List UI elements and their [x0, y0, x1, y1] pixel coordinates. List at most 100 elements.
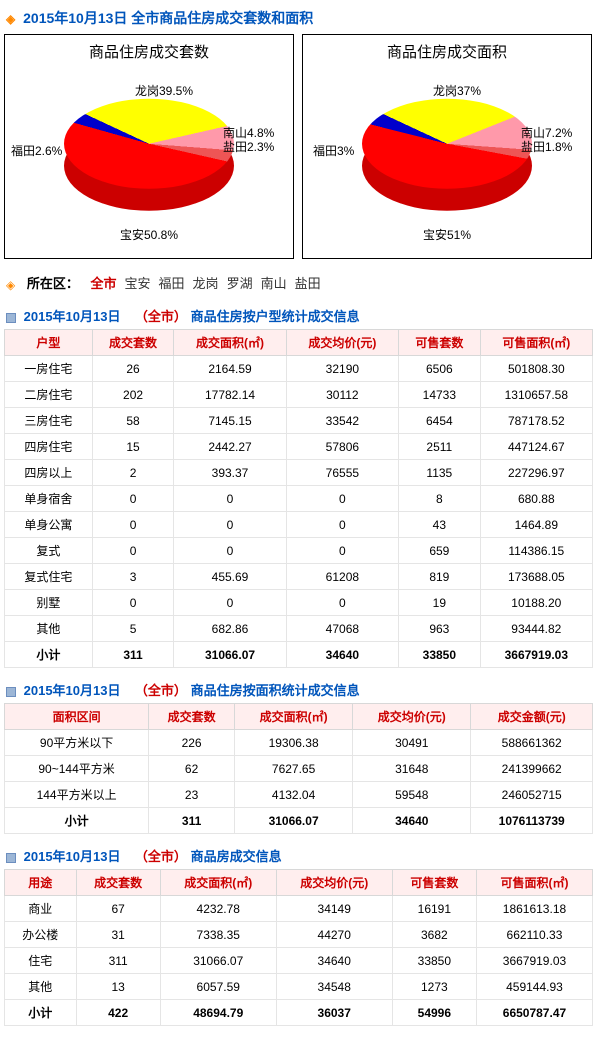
- table-cell: 1310657.58: [480, 382, 592, 408]
- table-row: 三房住宅587145.15335426454787178.52: [5, 408, 593, 434]
- table-cell: 459144.93: [476, 974, 592, 1000]
- table-cell: 33542: [286, 408, 398, 434]
- table-cell: 76555: [286, 460, 398, 486]
- table-cell: 32190: [286, 356, 398, 382]
- table-cell: 0: [92, 538, 174, 564]
- region-item[interactable]: 全市: [91, 276, 117, 291]
- table-header: 成交均价(元): [353, 704, 471, 730]
- table-cell: 0: [174, 538, 286, 564]
- table-cell: 34548: [276, 974, 392, 1000]
- table-row: 商业674232.7834149161911861613.18: [5, 896, 593, 922]
- table-row: 90平方米以下22619306.3830491588661362: [5, 730, 593, 756]
- table-cell: 1464.89: [480, 512, 592, 538]
- table-cell: 四房以上: [5, 460, 93, 486]
- table-row: 其他5682.864706896393444.82: [5, 616, 593, 642]
- section-date: 2015年10月13日: [24, 309, 121, 324]
- chart-slice-label: 福田2.6%: [11, 142, 62, 159]
- table-row: 住宅31131066.0734640338503667919.03: [5, 948, 593, 974]
- table-row: 办公楼317338.35442703682662110.33: [5, 922, 593, 948]
- table-row: 复式住宅3455.6961208819173688.05: [5, 564, 593, 590]
- table-by-type: 户型成交套数成交面积(㎡)成交均价(元)可售套数可售面积(㎡)一房住宅26216…: [4, 329, 593, 668]
- chart-area: 龙岗37%南山7.2%盐田1.8%宝安51%福田3%: [303, 64, 591, 249]
- table-cell: 3: [92, 564, 174, 590]
- section-date: 2015年10月13日: [24, 683, 121, 698]
- table-cell: 682.86: [174, 616, 286, 642]
- table-cell: 31066.07: [235, 808, 353, 834]
- table-cell: 19: [399, 590, 481, 616]
- chart-count: 商品住房成交套数 龙岗39.5%南山4.8%盐田2.3%宝安50.8%福田2.6…: [4, 34, 294, 259]
- table-cell: 住宅: [5, 948, 77, 974]
- table-cell: 67: [76, 896, 160, 922]
- table-cell: 1076113739: [471, 808, 593, 834]
- region-item[interactable]: 盐田: [295, 276, 321, 291]
- table-cell: 43: [399, 512, 481, 538]
- table-cell: 173688.05: [480, 564, 592, 590]
- table-cell: 4232.78: [160, 896, 276, 922]
- table-cell: 59548: [353, 782, 471, 808]
- table-total-row: 小计31131066.07346401076113739: [5, 808, 593, 834]
- table-cell: 447124.67: [480, 434, 592, 460]
- table-cell: 5: [92, 616, 174, 642]
- chart-slice-label: 龙岗37%: [433, 82, 481, 99]
- chart-title: 商品住房成交面积: [303, 35, 591, 64]
- table-cell: 963: [399, 616, 481, 642]
- table-header: 成交面积(㎡): [174, 330, 286, 356]
- table-cell: 0: [174, 590, 286, 616]
- table-cell: 57806: [286, 434, 398, 460]
- table-cell: 246052715: [471, 782, 593, 808]
- table-by-area: 面积区间成交套数成交面积(㎡)成交均价(元)成交金额(元)90平方米以下2261…: [4, 703, 593, 834]
- table-cell: 393.37: [174, 460, 286, 486]
- table-cell: 6650787.47: [476, 1000, 592, 1026]
- table-cell: 48694.79: [160, 1000, 276, 1026]
- table-cell: 0: [286, 486, 398, 512]
- table-cell: 311: [92, 642, 174, 668]
- table-cell: 501808.30: [480, 356, 592, 382]
- table-cell: 1135: [399, 460, 481, 486]
- table-cell: 2442.27: [174, 434, 286, 460]
- table-header: 可售套数: [392, 870, 476, 896]
- table-cell: 7627.65: [235, 756, 353, 782]
- region-item[interactable]: 罗湖: [227, 276, 253, 291]
- table-cell: 其他: [5, 616, 93, 642]
- table-cell: 58: [92, 408, 174, 434]
- table-cell: 33850: [392, 948, 476, 974]
- table-cell: 61208: [286, 564, 398, 590]
- region-item[interactable]: 南山: [261, 276, 287, 291]
- table-cell: 6454: [399, 408, 481, 434]
- table-cell: 7338.35: [160, 922, 276, 948]
- region-item[interactable]: 福田: [159, 276, 185, 291]
- region-item[interactable]: 龙岗: [193, 276, 219, 291]
- table-row: 90~144平方米627627.6531648241399662: [5, 756, 593, 782]
- section-scope: （全市）: [135, 849, 187, 864]
- region-label: 所在区：: [27, 276, 79, 291]
- table-cell: 1273: [392, 974, 476, 1000]
- table-row: 二房住宅20217782.1430112147331310657.58: [5, 382, 593, 408]
- chart-slice-label: 福田3%: [313, 142, 354, 159]
- table-cell: 93444.82: [480, 616, 592, 642]
- table-header: 面积区间: [5, 704, 149, 730]
- table-cell: 455.69: [174, 564, 286, 590]
- table-cell: 36037: [276, 1000, 392, 1026]
- table-cell: 4132.04: [235, 782, 353, 808]
- table-cell: 小计: [5, 642, 93, 668]
- table-header: 成交金额(元): [471, 704, 593, 730]
- table-cell: 14733: [399, 382, 481, 408]
- square-icon: [6, 687, 16, 697]
- table-cell: 3667919.03: [476, 948, 592, 974]
- table-cell: 四房住宅: [5, 434, 93, 460]
- table-cell: 659: [399, 538, 481, 564]
- table-cell: 16191: [392, 896, 476, 922]
- table-cell: 241399662: [471, 756, 593, 782]
- table-cell: 0: [286, 590, 398, 616]
- square-icon: [6, 853, 16, 863]
- table-cell: 311: [76, 948, 160, 974]
- region-item[interactable]: 宝安: [125, 276, 151, 291]
- table-cell: 二房住宅: [5, 382, 93, 408]
- table-cell: 2: [92, 460, 174, 486]
- section-title-2: 2015年10月13日 （全市） 商品住房按面积统计成交信息: [4, 676, 593, 703]
- table-cell: 办公楼: [5, 922, 77, 948]
- table-header: 可售面积(㎡): [480, 330, 592, 356]
- table-cell: 33850: [399, 642, 481, 668]
- section-rest: 商品住房按户型统计成交信息: [191, 309, 360, 324]
- chart-slice-label: 盐田1.8%: [521, 138, 572, 155]
